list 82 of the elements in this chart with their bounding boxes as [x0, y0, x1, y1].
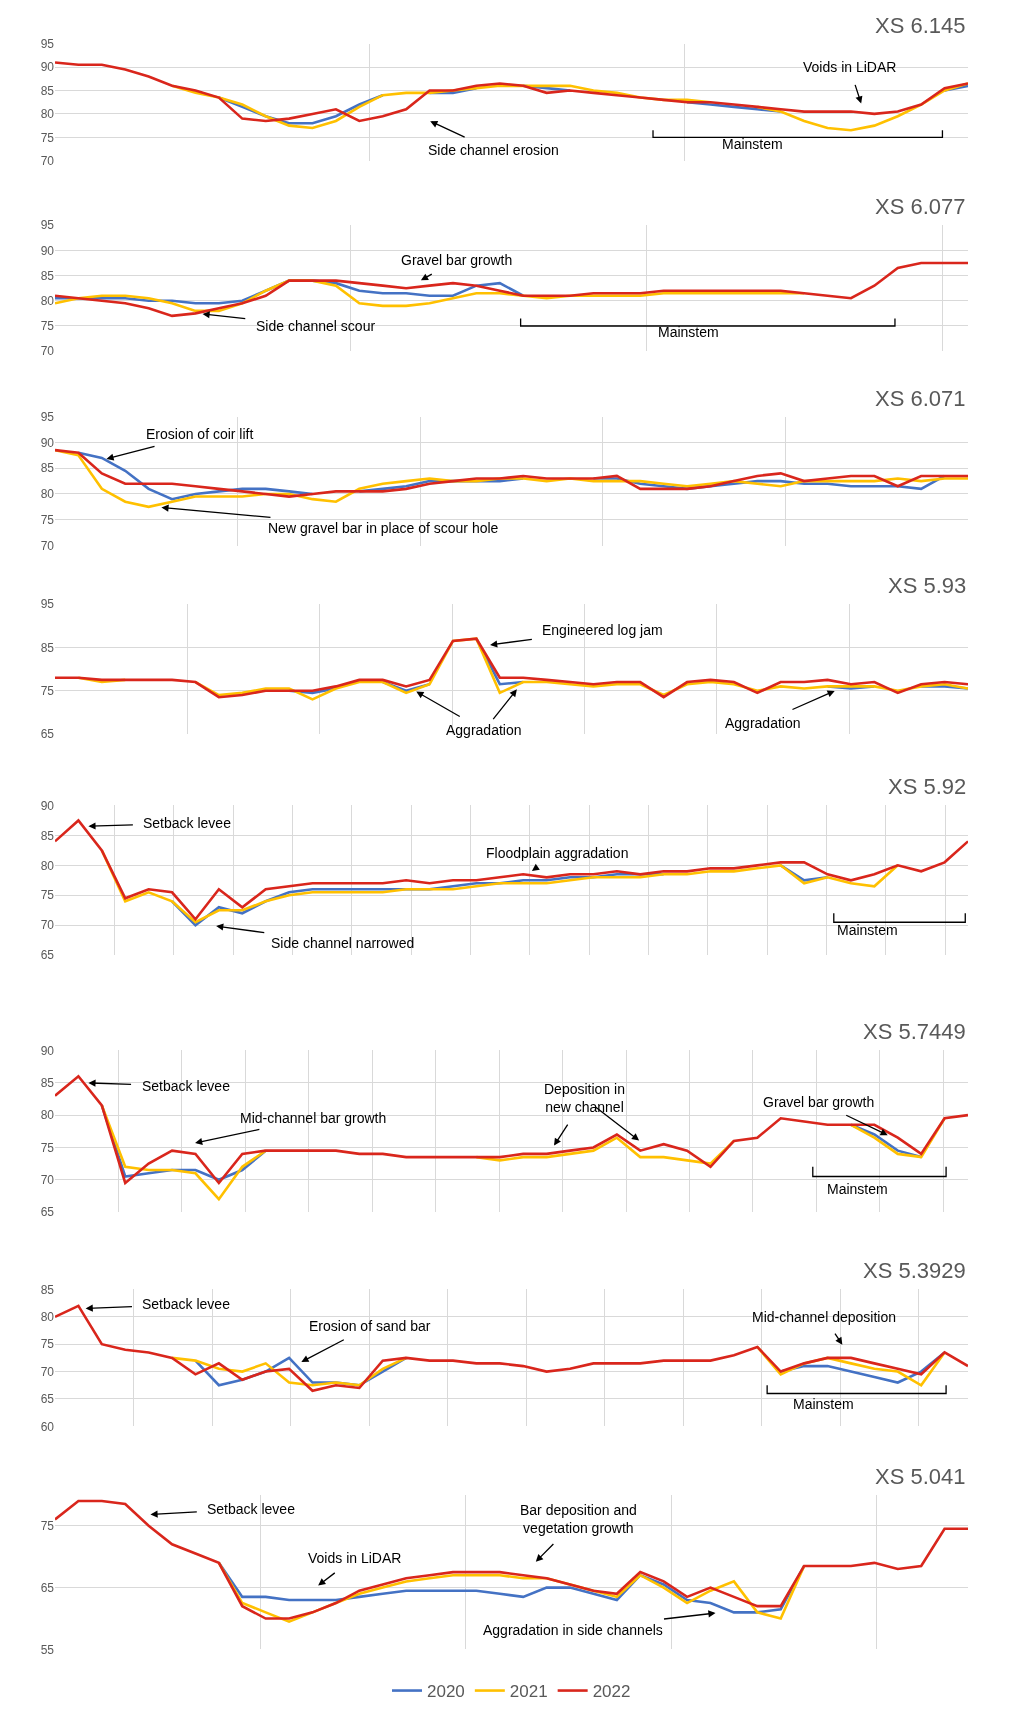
chart-title: XS 6.077 — [875, 194, 966, 219]
y-tick-label: 90 — [40, 1043, 55, 1058]
chart-title: XS 5.93 — [888, 573, 967, 598]
chart-title: XS 5.7449 — [863, 1019, 966, 1044]
y-tick-label: 80 — [40, 858, 55, 873]
y-tick-label: 80 — [40, 487, 55, 502]
y-tick-label: 85 — [40, 1075, 55, 1090]
y-tick-label: 70 — [40, 153, 55, 168]
y-tick-label: 85 — [40, 1282, 55, 1297]
chart-title: XS 5.92 — [888, 774, 967, 799]
annotation: New gravel bar in place of scour hole — [268, 520, 499, 536]
y-tick-label: 95 — [40, 597, 55, 612]
annotation: Engineered log jam — [542, 622, 663, 638]
annotation: Setback levee — [142, 1296, 231, 1312]
annotation: Voids in LiDAR — [308, 1550, 402, 1566]
legend-label: 2022 — [592, 1682, 631, 1702]
y-tick-label: 65 — [40, 1580, 55, 1595]
annotation: Side channel scour — [256, 318, 376, 334]
y-tick-label: 70 — [40, 1364, 55, 1379]
annotation: Aggradation — [446, 722, 522, 738]
y-tick-label: 75 — [40, 130, 55, 145]
annotation: Deposition in new channel — [544, 1081, 625, 1116]
annotation: Setback levee — [142, 1078, 231, 1094]
annotation: Aggradation — [725, 715, 801, 731]
legend-label: 2021 — [509, 1682, 548, 1702]
chart-title: XS 5.041 — [875, 1464, 966, 1489]
annotation: Mainstem — [793, 1396, 854, 1412]
annotation: Gravel bar growth — [401, 252, 513, 268]
y-tick-label: 70 — [40, 344, 55, 359]
y-tick-label: 55 — [40, 1642, 55, 1657]
annotation: Mid-channel bar growth — [240, 1110, 387, 1126]
chart-title: XS 6.145 — [875, 13, 966, 38]
chart-title: XS 5.3929 — [863, 1258, 966, 1283]
annotation: Mid-channel deposition — [752, 1309, 896, 1325]
y-tick-label: 90 — [40, 243, 55, 258]
y-tick-label: 65 — [40, 1392, 55, 1407]
y-tick-label: 85 — [40, 461, 55, 476]
y-tick-label: 65 — [40, 948, 55, 963]
chart-title: XS 6.071 — [875, 386, 966, 411]
y-tick-label: 75 — [40, 1337, 55, 1352]
y-tick-label: 75 — [40, 1518, 55, 1533]
annotation: Setback levee — [207, 1501, 296, 1517]
y-tick-label: 70 — [40, 918, 55, 933]
y-tick-label: 90 — [40, 798, 55, 813]
y-tick-label: 65 — [40, 727, 55, 742]
y-tick-label: 80 — [40, 107, 55, 122]
y-tick-label: 75 — [40, 319, 55, 334]
y-tick-label: 85 — [40, 640, 55, 655]
annotation: Mainstem — [827, 1181, 888, 1197]
annotation: Bar deposition and vegetation growth — [520, 1502, 637, 1537]
y-tick-label: 70 — [40, 538, 55, 553]
y-tick-label: 80 — [40, 293, 55, 308]
y-tick-label: 75 — [40, 888, 55, 903]
annotation: Floodplain aggradation — [486, 845, 629, 861]
y-tick-label: 85 — [40, 268, 55, 283]
annotation: Mainstem — [658, 324, 719, 340]
y-tick-label: 65 — [40, 1205, 55, 1220]
y-tick-label: 75 — [40, 1140, 55, 1155]
annotation: Side channel narrowed — [271, 935, 415, 951]
y-tick-label: 95 — [40, 409, 55, 424]
annotation: Mainstem — [837, 922, 898, 938]
y-tick-label: 70 — [40, 1172, 55, 1187]
y-tick-label: 90 — [40, 60, 55, 75]
annotation: Side channel erosion — [428, 142, 559, 158]
y-tick-label: 60 — [40, 1419, 55, 1434]
y-tick-label: 95 — [40, 36, 55, 51]
y-tick-label: 95 — [40, 218, 55, 233]
annotation: Erosion of coir lift — [146, 426, 254, 442]
y-tick-label: 75 — [40, 512, 55, 527]
y-tick-label: 85 — [40, 828, 55, 843]
y-tick-label: 85 — [40, 83, 55, 98]
annotation: Gravel bar growth — [763, 1094, 875, 1110]
annotation: Voids in LiDAR — [803, 59, 897, 75]
y-tick-label: 90 — [40, 435, 55, 450]
annotation: Aggradation in side channels — [483, 1622, 663, 1638]
annotation: Mainstem — [722, 136, 783, 152]
y-tick-label: 80 — [40, 1310, 55, 1325]
annotation: Erosion of sand bar — [309, 1318, 431, 1334]
legend-label: 2020 — [427, 1682, 465, 1702]
annotation: Setback levee — [143, 815, 232, 831]
y-tick-label: 80 — [40, 1108, 55, 1123]
y-tick-label: 75 — [40, 683, 55, 698]
